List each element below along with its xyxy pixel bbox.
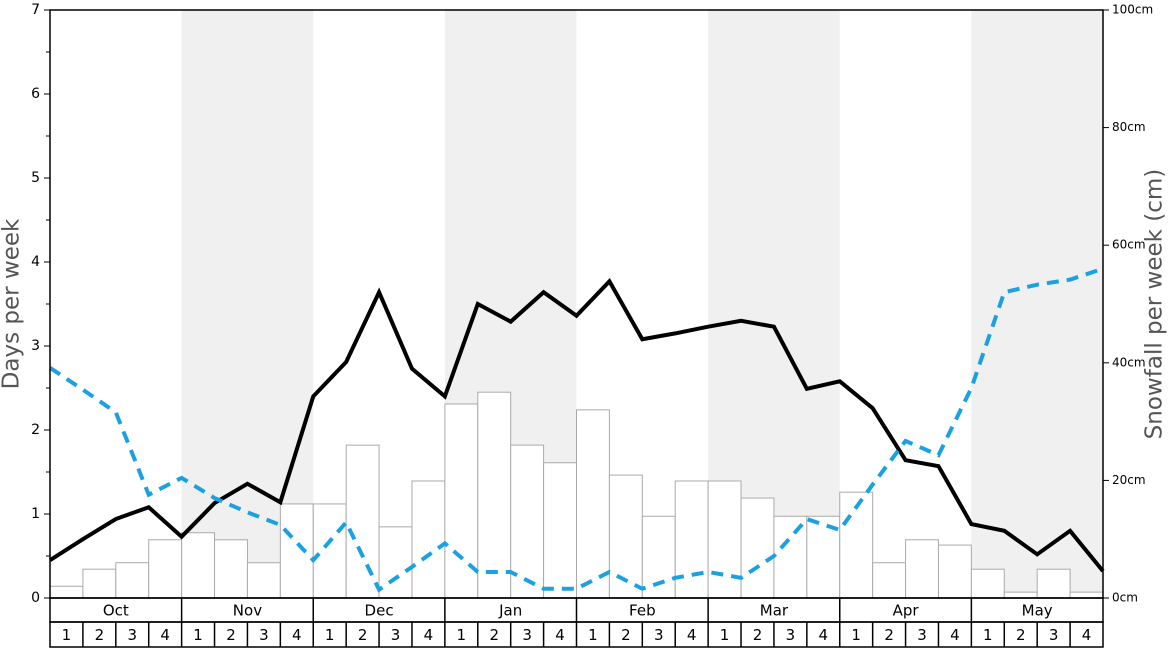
y2-tick-label: 0cm: [1112, 591, 1138, 605]
bar: [641, 515, 676, 599]
month-label: Apr: [893, 602, 920, 620]
x-tick-label: 4: [950, 626, 960, 644]
y-tick-label: 2: [31, 422, 40, 438]
x-tick-label: 1: [588, 626, 598, 644]
bar: [1069, 591, 1104, 599]
month-shade: [181, 10, 314, 598]
month-shade: [971, 10, 1103, 598]
x-tick-label: 1: [62, 626, 72, 644]
x-tick-label: 4: [160, 626, 170, 644]
x-tick-label: 1: [983, 626, 993, 644]
month-label: Dec: [365, 602, 394, 620]
bar: [115, 562, 150, 599]
x-tick-label: 3: [259, 626, 269, 644]
x-tick-label: 1: [720, 626, 730, 644]
line: [48, 277, 1105, 573]
x-tick-label: 3: [654, 626, 664, 644]
bar: [246, 562, 281, 599]
bar: [49, 585, 84, 599]
month-label: Feb: [629, 602, 656, 620]
x-tick-label: 1: [457, 626, 467, 644]
bar: [1036, 568, 1071, 599]
bar: [214, 539, 248, 599]
x-tick-label: 1: [325, 626, 335, 644]
x-tick-label: 2: [1016, 626, 1026, 644]
bar: [378, 526, 413, 599]
y-tick-label: 6: [31, 86, 40, 102]
y-axis-label: Days per week: [0, 218, 25, 389]
y-tick-label: 7: [31, 2, 40, 18]
bar: [82, 568, 117, 599]
bar: [477, 391, 512, 599]
month-label: Oct: [103, 602, 129, 620]
bar: [872, 562, 907, 599]
y2-tick-label: 100cm: [1112, 3, 1153, 17]
bar: [1003, 591, 1038, 599]
y-tick-label: 4: [31, 254, 40, 270]
bar: [181, 532, 216, 599]
x-tick-label: 4: [1082, 626, 1092, 644]
bar: [312, 503, 347, 599]
x-tick-label: 4: [687, 626, 697, 644]
x-tick-label: 2: [621, 626, 631, 644]
bar: [970, 568, 1005, 599]
bar: [905, 539, 939, 599]
x-tick-label: 1: [193, 626, 203, 644]
x-tick-label: 3: [127, 626, 137, 644]
bar: [148, 539, 183, 599]
y2-tick-label: 20cm: [1112, 473, 1146, 487]
x-tick-label: 3: [917, 626, 927, 644]
bar: [279, 503, 314, 599]
month-label: Mar: [760, 602, 789, 620]
x-tick-label: 4: [292, 626, 302, 644]
x-tick-label: 2: [489, 626, 499, 644]
x-tick-label: 1: [851, 626, 861, 644]
y-tick-label: 1: [31, 506, 40, 522]
bar: [345, 444, 380, 599]
x-tick-label: 2: [753, 626, 763, 644]
x-tick-label: 4: [424, 626, 434, 644]
x-tick-label: 2: [884, 626, 894, 644]
bar: [543, 462, 577, 599]
x-tick-label: 2: [358, 626, 368, 644]
y2-tick-label: 60cm: [1112, 238, 1146, 252]
x-tick-label: 3: [522, 626, 532, 644]
bar: [411, 480, 446, 599]
y-tick-label: 3: [31, 338, 40, 354]
bar: [576, 409, 610, 599]
line: [48, 266, 1104, 593]
x-tick-label: 2: [95, 626, 105, 644]
y2-axis-label: Snowfall per week (cm): [1142, 169, 1168, 440]
x-tick-label: 3: [786, 626, 796, 644]
bar: [740, 497, 775, 599]
x-tick-label: 2: [226, 626, 236, 644]
bar: [707, 480, 742, 599]
bar: [773, 515, 808, 599]
y2-tick-label: 40cm: [1112, 355, 1146, 369]
x-tick-label: 3: [1049, 626, 1059, 644]
y-tick-label: 5: [31, 170, 40, 186]
x-tick-label: 3: [391, 626, 401, 644]
month-label: May: [1022, 602, 1053, 620]
y2-tick-label: 80cm: [1112, 120, 1146, 134]
y-tick-label: 0: [31, 590, 40, 606]
x-tick-label: 4: [555, 626, 565, 644]
x-tick-label: 4: [819, 626, 829, 644]
bar: [937, 544, 972, 599]
bar: [674, 480, 709, 599]
month-label: Nov: [233, 602, 262, 620]
month-label: Jan: [498, 602, 522, 620]
